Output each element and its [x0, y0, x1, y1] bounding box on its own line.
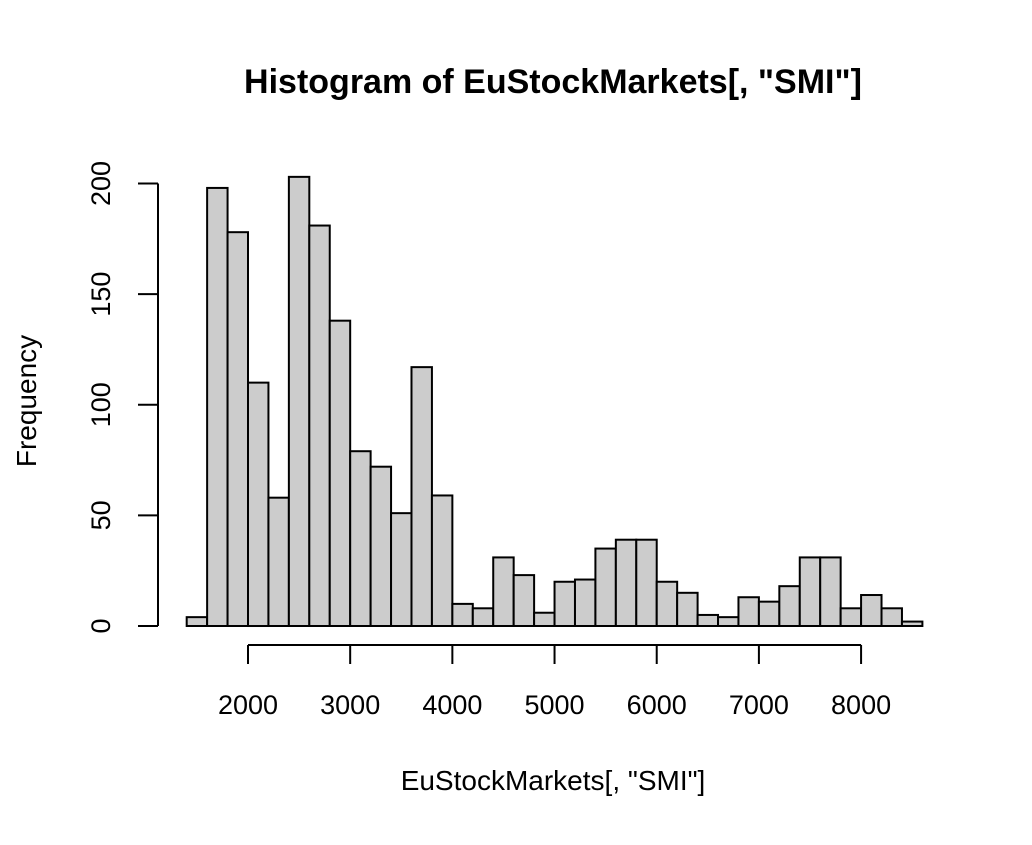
chart-title: Histogram of EuStockMarkets[, "SMI"] [244, 63, 862, 101]
histogram-bar-14 [471, 607, 495, 627]
histogram-bar-12 [430, 494, 454, 627]
histogram-bar-27 [737, 596, 760, 627]
histogram-bar-35 [900, 620, 924, 628]
histogram-bar-10 [390, 512, 413, 627]
histogram-bar-16 [512, 574, 536, 627]
histogram-bar-21 [614, 538, 638, 628]
histogram-bar-30 [798, 556, 822, 627]
histogram-bar-22 [635, 538, 658, 628]
histogram-bar-1 [206, 186, 229, 627]
y-tick-label-0: 0 [86, 618, 116, 633]
y-tick-label-200: 200 [86, 161, 116, 206]
bars-group [185, 175, 924, 628]
histogram-bar-6 [308, 224, 331, 627]
histogram-bar-2 [226, 231, 249, 627]
x-axis: 2000 3000 4000 5000 6000 7000 8000 [218, 644, 891, 720]
histogram-bar-11 [410, 366, 433, 627]
histogram-bar-19 [573, 578, 597, 627]
histogram-bar-25 [696, 613, 720, 628]
x-tick-label-5000: 5000 [525, 690, 585, 720]
y-tick-label-50: 50 [86, 500, 116, 530]
histogram-bar-8 [349, 450, 372, 627]
histogram-bar-7 [328, 319, 352, 627]
x-tick-label-7000: 7000 [729, 690, 789, 720]
histogram-bar-5 [287, 175, 311, 628]
x-tick-label-2000: 2000 [218, 690, 278, 720]
y-tick-label-100: 100 [86, 382, 116, 427]
y-tick-label-150: 150 [86, 272, 116, 317]
histogram-bar-31 [819, 556, 842, 627]
x-tick-label-8000: 8000 [831, 690, 891, 720]
histogram-bar-34 [880, 607, 903, 627]
histogram-bar-0 [185, 616, 209, 628]
histogram-bar-4 [267, 496, 290, 627]
histogram-bar-23 [655, 580, 679, 627]
x-axis-label: EuStockMarkets[, "SMI"] [401, 765, 706, 796]
histogram-bar-18 [553, 580, 576, 627]
histogram-bar-33 [860, 594, 883, 628]
histogram-bar-26 [717, 616, 740, 628]
y-axis-label: Frequency [11, 335, 42, 467]
histogram-bar-28 [757, 600, 781, 627]
x-tick-label-4000: 4000 [422, 690, 482, 720]
histogram-bar-20 [594, 547, 617, 627]
y-axis: 0 50 100 150 200 [86, 161, 159, 634]
histogram-bar-15 [492, 556, 515, 627]
x-tick-label-6000: 6000 [627, 690, 687, 720]
histogram-bar-24 [676, 591, 699, 627]
x-tick-label-3000: 3000 [320, 690, 380, 720]
histogram-bar-9 [369, 465, 393, 628]
histogram-bar-32 [839, 607, 863, 627]
histogram-bar-17 [533, 611, 556, 627]
histogram-bar-3 [247, 381, 270, 628]
histogram-bar-29 [778, 585, 801, 627]
histogram-bar-13 [451, 602, 474, 628]
